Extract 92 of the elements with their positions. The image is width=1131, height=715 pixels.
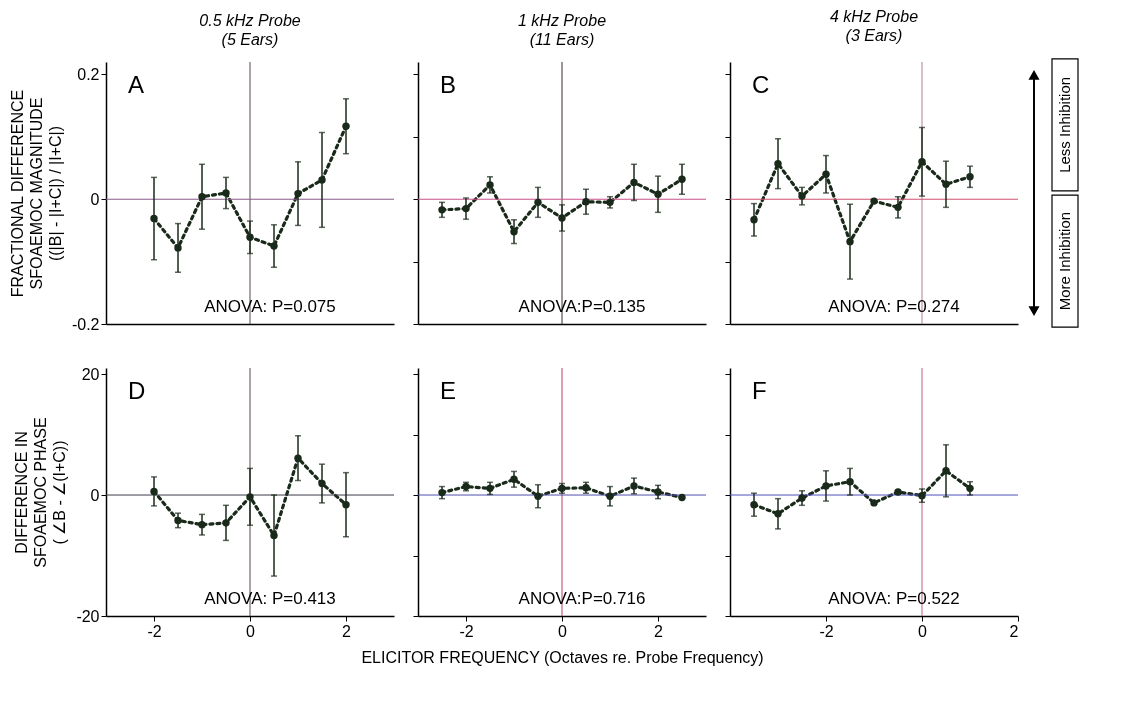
point xyxy=(318,176,326,184)
point xyxy=(198,520,206,529)
point xyxy=(270,242,278,250)
point xyxy=(654,488,662,496)
point xyxy=(942,180,950,188)
point xyxy=(870,499,878,507)
point xyxy=(174,244,182,252)
chart-subtitle: (5 Ears) xyxy=(221,30,279,48)
point xyxy=(558,214,566,222)
point xyxy=(846,478,854,486)
point xyxy=(246,493,254,501)
point xyxy=(630,178,638,187)
point xyxy=(270,531,278,540)
point xyxy=(150,487,158,496)
point xyxy=(966,173,974,181)
point xyxy=(894,488,902,496)
point xyxy=(654,190,662,198)
annotation: ANOVA:P=0.716 xyxy=(518,589,646,608)
point xyxy=(942,467,950,475)
annotation: ANOVA: P=0.075 xyxy=(204,297,336,316)
point xyxy=(822,170,830,178)
y-axis-title: DIFFERENCE IN SFOAEMOC PHASE ( ∠B - ∠(I+C)) xyxy=(13,417,69,568)
point xyxy=(630,482,638,490)
chart-title: 4 kHz Probe xyxy=(829,8,919,26)
point xyxy=(246,233,254,241)
annotation: A xyxy=(128,71,145,98)
point xyxy=(774,159,782,168)
point xyxy=(918,158,926,166)
chart-title: 1 kHz Probe xyxy=(517,11,607,29)
point xyxy=(894,203,902,212)
y-tick-label: -20 xyxy=(76,607,100,625)
y-tick-label: -0.2 xyxy=(71,315,100,333)
point xyxy=(222,519,230,527)
point xyxy=(846,237,854,246)
point xyxy=(438,206,446,214)
point xyxy=(486,181,494,189)
point xyxy=(510,475,518,483)
point xyxy=(342,501,350,509)
annotation: D xyxy=(128,377,146,404)
x-tick-label: -2 xyxy=(147,622,162,640)
point xyxy=(534,492,542,500)
point xyxy=(606,492,614,500)
x-tick-label: -2 xyxy=(819,622,834,640)
chart-subtitle: (3 Ears) xyxy=(845,27,903,45)
point xyxy=(918,491,926,500)
point xyxy=(174,516,182,525)
chart-subtitle: (11 Ears) xyxy=(529,30,595,48)
point xyxy=(462,204,470,213)
annotation: ANOVA: P=0.274 xyxy=(828,297,960,316)
point xyxy=(318,479,326,488)
y-tick-label: 0 xyxy=(90,190,100,208)
x-tick-label: 2 xyxy=(654,622,664,640)
point xyxy=(294,454,302,462)
y-axis-title: FRACTIONAL DIFFERENCE SFOAEMOC MAGNITUDE ((|B| - |I+C|) / |I+C|) xyxy=(8,89,64,298)
point xyxy=(510,227,518,236)
point xyxy=(678,175,686,183)
point xyxy=(678,493,686,502)
annotation: F xyxy=(752,377,767,404)
point xyxy=(582,198,590,206)
annotation: ANOVA:P=0.135 xyxy=(518,297,646,316)
chart-title: 0.5 kHz Probe xyxy=(199,11,301,29)
point xyxy=(198,193,206,201)
y-tick-label: 20 xyxy=(81,365,100,383)
point xyxy=(222,189,230,197)
annotation: ANOVA: P=0.522 xyxy=(828,589,960,608)
point xyxy=(750,216,758,224)
annotation: B xyxy=(440,71,457,98)
point xyxy=(150,214,158,223)
x-tick-label: 2 xyxy=(1009,622,1019,640)
point xyxy=(294,189,302,198)
point xyxy=(342,122,350,130)
x-tick-label: 0 xyxy=(246,622,256,640)
point xyxy=(774,510,782,518)
x-tick-label: 0 xyxy=(558,622,568,640)
x-tick-label: 2 xyxy=(342,622,352,640)
annotation: E xyxy=(440,377,457,404)
point xyxy=(798,494,806,502)
point xyxy=(822,482,830,490)
text: Less Inhibition xyxy=(1056,76,1073,173)
x-axis-title: ELICITOR FREQUENCY (Octaves re. Probe Frequency) xyxy=(361,648,764,666)
y-tick-label: 0 xyxy=(90,486,100,504)
point xyxy=(534,198,542,207)
annotation: ANOVA: P=0.413 xyxy=(204,589,336,608)
point xyxy=(966,484,974,493)
x-tick-label: 0 xyxy=(918,622,928,640)
point xyxy=(798,192,806,200)
x-tick-label: -2 xyxy=(459,622,474,640)
annotation: C xyxy=(752,71,770,98)
point xyxy=(750,501,758,509)
point xyxy=(870,197,878,205)
text: More Inhibition xyxy=(1056,211,1073,311)
y-tick-label: 0.2 xyxy=(77,65,100,83)
